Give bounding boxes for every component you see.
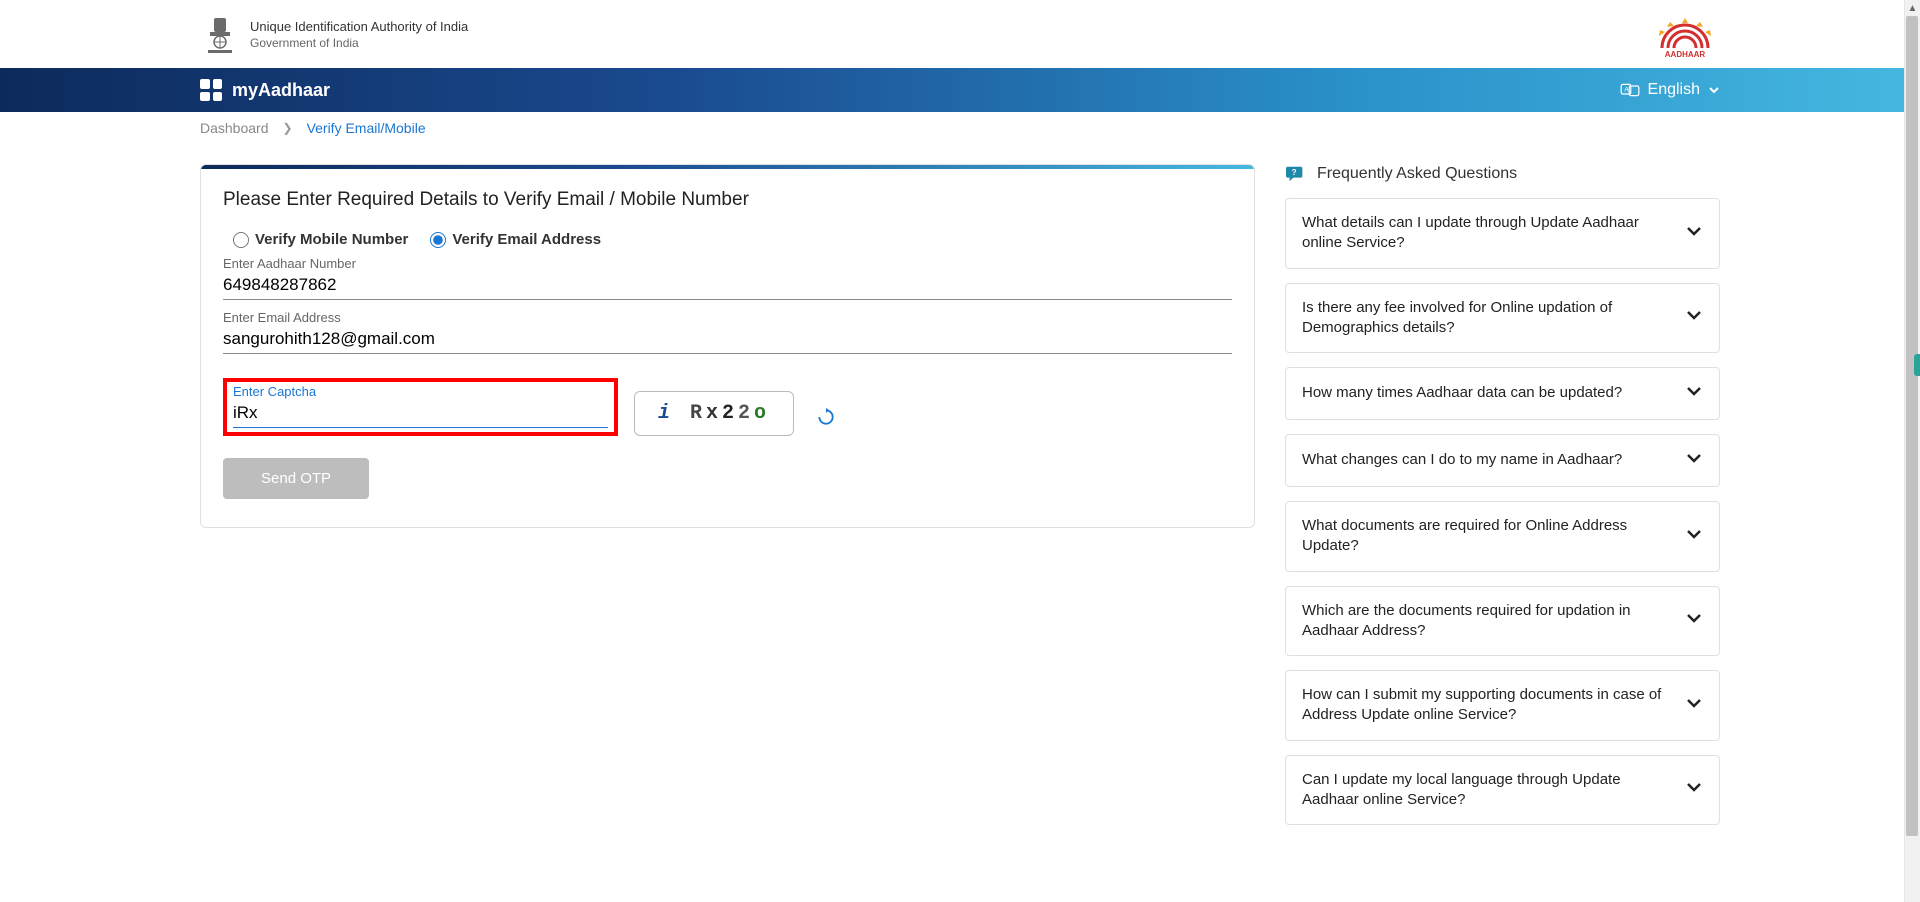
aadhaar-logo-icon: AADHAAR bbox=[1650, 10, 1720, 58]
org-subtitle: Government of India bbox=[250, 36, 468, 50]
top-header: Unique Identification Authority of India… bbox=[0, 0, 1920, 68]
captcha-label: Enter Captcha bbox=[233, 384, 608, 399]
faq-item-text: Can I update my local language through U… bbox=[1302, 770, 1685, 811]
org-title: Unique Identification Authority of India bbox=[250, 19, 468, 34]
chevron-down-icon bbox=[1685, 382, 1703, 405]
verify-mobile-label: Verify Mobile Number bbox=[255, 231, 408, 248]
faq-item-text: What documents are required for Online A… bbox=[1302, 516, 1685, 557]
faq-item-text: How many times Aadhaar data can be updat… bbox=[1302, 383, 1632, 403]
faq-panel: ? Frequently Asked Questions What detail… bbox=[1285, 164, 1720, 839]
breadcrumb: Dashboard ❯ Verify Email/Mobile bbox=[0, 112, 1920, 144]
svg-text:A: A bbox=[1624, 87, 1629, 94]
faq-item[interactable]: What details can I update through Update… bbox=[1285, 198, 1720, 269]
captcha-reload-button[interactable] bbox=[810, 401, 842, 436]
apps-grid-icon[interactable] bbox=[200, 79, 222, 101]
scrollbar-thumb[interactable] bbox=[1906, 16, 1918, 836]
chevron-right-icon: ❯ bbox=[283, 121, 293, 135]
send-otp-button[interactable]: Send OTP bbox=[223, 458, 369, 499]
svg-text:AADHAAR: AADHAAR bbox=[1665, 50, 1706, 58]
scroll-up-arrow-icon[interactable]: ▲ bbox=[1905, 0, 1920, 16]
gov-branding: Unique Identification Authority of India… bbox=[200, 12, 468, 56]
chevron-down-icon bbox=[1685, 449, 1703, 472]
chevron-down-icon bbox=[1685, 222, 1703, 245]
faq-item-text: Is there any fee involved for Online upd… bbox=[1302, 298, 1685, 339]
faq-item-text: Which are the documents required for upd… bbox=[1302, 601, 1685, 642]
chevron-down-icon bbox=[1708, 84, 1720, 96]
faq-item[interactable]: What documents are required for Online A… bbox=[1285, 501, 1720, 572]
translate-icon: A bbox=[1620, 82, 1640, 98]
verify-email-option[interactable]: Verify Email Address bbox=[430, 231, 601, 248]
faq-item[interactable]: Is there any fee involved for Online upd… bbox=[1285, 283, 1720, 354]
faq-item[interactable]: Can I update my local language through U… bbox=[1285, 755, 1720, 826]
email-input[interactable] bbox=[223, 325, 1232, 354]
captcha-highlight-box: Enter Captcha bbox=[223, 378, 618, 436]
faq-title: Frequently Asked Questions bbox=[1317, 165, 1517, 183]
captcha-image: i Rx22o bbox=[634, 391, 794, 436]
india-emblem-icon bbox=[200, 12, 240, 56]
faq-item[interactable]: Which are the documents required for upd… bbox=[1285, 586, 1720, 657]
aadhaar-label: Enter Aadhaar Number bbox=[223, 256, 1232, 271]
email-label: Enter Email Address bbox=[223, 310, 1232, 325]
verify-email-label: Verify Email Address bbox=[452, 231, 601, 248]
page-side-indicator bbox=[1914, 354, 1920, 376]
verify-mobile-radio[interactable] bbox=[233, 232, 249, 248]
faq-item-text: What changes can I do to my name in Aadh… bbox=[1302, 450, 1632, 470]
verify-form-card: Please Enter Required Details to Verify … bbox=[200, 164, 1255, 528]
faq-item[interactable]: How many times Aadhaar data can be updat… bbox=[1285, 367, 1720, 420]
language-label: English bbox=[1648, 81, 1700, 99]
vertical-scrollbar[interactable]: ▲ bbox=[1904, 0, 1920, 902]
reload-icon bbox=[816, 407, 836, 427]
breadcrumb-dashboard[interactable]: Dashboard bbox=[200, 120, 269, 136]
captcha-input[interactable] bbox=[233, 399, 608, 428]
verify-email-radio[interactable] bbox=[430, 232, 446, 248]
faq-icon: ? bbox=[1285, 164, 1307, 184]
aadhaar-input[interactable] bbox=[223, 271, 1232, 300]
navbar: myAadhaar A English bbox=[0, 68, 1920, 112]
faq-item[interactable]: What changes can I do to my name in Aadh… bbox=[1285, 434, 1720, 487]
chevron-down-icon bbox=[1685, 609, 1703, 632]
faq-item-text: What details can I update through Update… bbox=[1302, 213, 1685, 254]
breadcrumb-current: Verify Email/Mobile bbox=[307, 120, 426, 136]
chevron-down-icon bbox=[1685, 694, 1703, 717]
form-title: Please Enter Required Details to Verify … bbox=[223, 189, 1232, 211]
nav-brand[interactable]: myAadhaar bbox=[232, 80, 330, 101]
faq-item-text: How can I submit my supporting documents… bbox=[1302, 685, 1685, 726]
chevron-down-icon bbox=[1685, 525, 1703, 548]
verify-mobile-option[interactable]: Verify Mobile Number bbox=[233, 231, 408, 248]
svg-text:?: ? bbox=[1292, 168, 1297, 177]
chevron-down-icon bbox=[1685, 306, 1703, 329]
language-selector[interactable]: A English bbox=[1620, 81, 1720, 99]
chevron-down-icon bbox=[1685, 778, 1703, 801]
faq-item[interactable]: How can I submit my supporting documents… bbox=[1285, 670, 1720, 741]
